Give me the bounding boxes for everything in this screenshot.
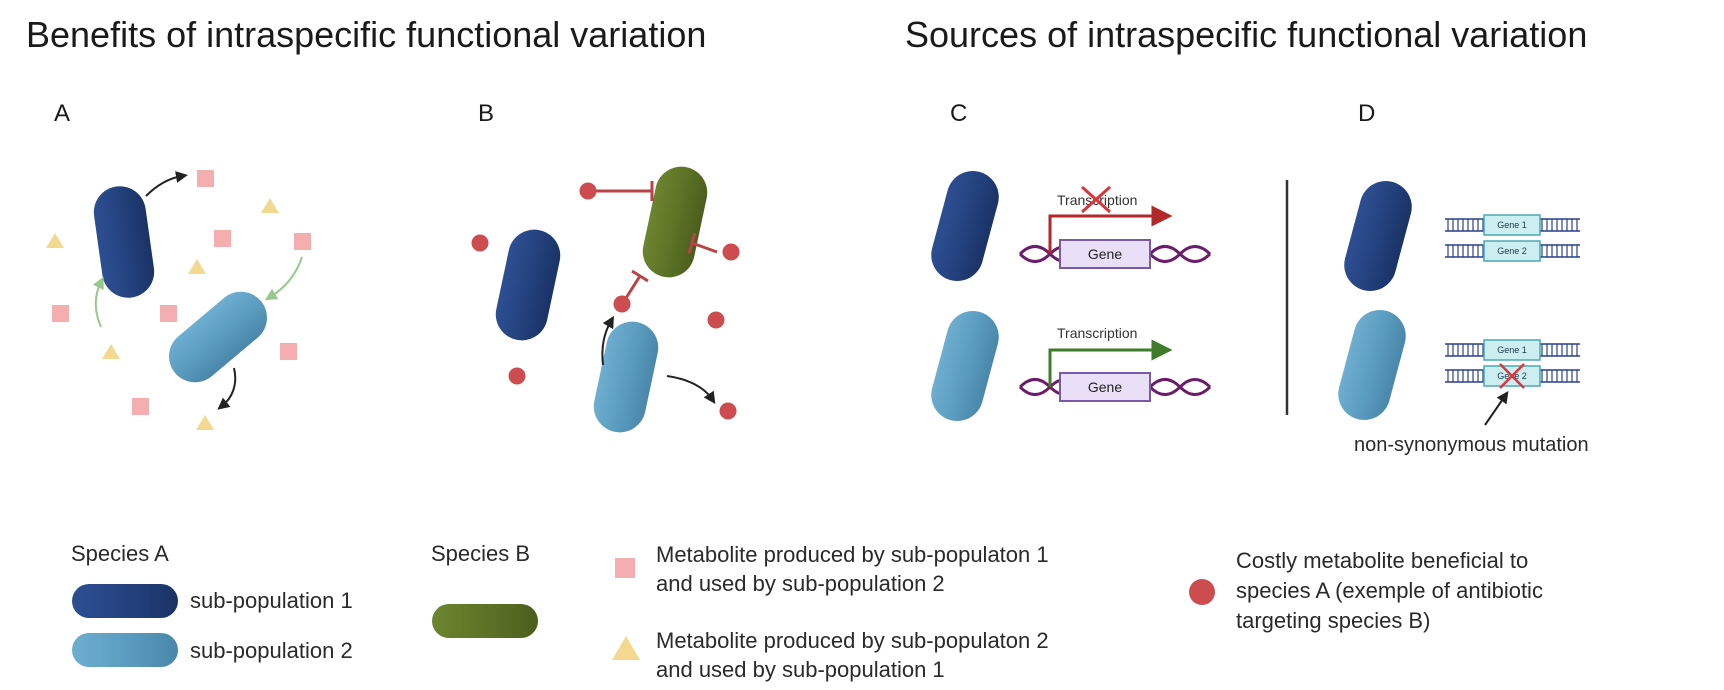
circle-metabolite bbox=[508, 367, 526, 385]
square-metabolite bbox=[214, 230, 231, 247]
panel-label-c: C bbox=[950, 100, 967, 127]
legend-metabolite2-line1: Metabolite produced by sub-populaton 2 bbox=[656, 628, 1049, 653]
legend-species-b-swatch bbox=[432, 604, 538, 638]
metabolite-squares bbox=[52, 170, 311, 415]
gene1-label: Gene 1 bbox=[1497, 345, 1527, 355]
legend-species-a: Species A bbox=[71, 541, 169, 566]
gene2-box bbox=[1483, 240, 1541, 262]
legend-triangle-icon bbox=[612, 636, 640, 660]
triangle-metabolite bbox=[102, 344, 120, 359]
square-metabolite bbox=[160, 305, 177, 322]
uptake-arrow bbox=[264, 256, 303, 301]
subpop2-cell bbox=[1338, 310, 1406, 420]
gene1-box bbox=[1483, 339, 1541, 361]
subpop1-cell bbox=[93, 186, 155, 298]
export-arrow bbox=[666, 375, 716, 404]
mutation-label: non-synonymous mutation bbox=[1354, 434, 1589, 456]
square-metabolite bbox=[280, 343, 297, 360]
circle-metabolite bbox=[471, 234, 489, 252]
cross-icon bbox=[1499, 363, 1525, 389]
circle-metabolite bbox=[722, 243, 740, 261]
sources-title: Sources of intraspecific functional vari… bbox=[905, 14, 1587, 55]
panel-label-b: B bbox=[478, 100, 494, 127]
transcription-arrow bbox=[1048, 339, 1173, 387]
panel-label-d: D bbox=[1358, 100, 1375, 127]
triangle-metabolite bbox=[188, 259, 206, 274]
subpop2-cell bbox=[169, 291, 267, 383]
legend-metabolite1-line1: Metabolite produced by sub-populaton 1 bbox=[656, 542, 1049, 567]
legend: Species A sub-population 1 sub-populatio… bbox=[71, 541, 1543, 682]
export-arrow bbox=[217, 367, 237, 410]
species-b-cell bbox=[642, 166, 708, 278]
legend-costly-line3: targeting species B) bbox=[1236, 608, 1430, 633]
circle-metabolite bbox=[579, 182, 597, 200]
transcription-label: Transcription bbox=[1057, 325, 1137, 341]
subpop2-cell bbox=[593, 321, 659, 433]
legend-costly-line2: species A (exemple of antibiotic bbox=[1236, 578, 1543, 603]
legend-subpop1-swatch bbox=[72, 584, 178, 618]
subpop1-cell bbox=[495, 229, 561, 341]
legend-circle-icon bbox=[1189, 579, 1215, 605]
legend-metabolite2-line2: and used by sub-population 1 bbox=[656, 657, 945, 682]
panel-c: Gene Transcription Gene Transcription bbox=[931, 171, 1212, 421]
export-arrow bbox=[145, 171, 188, 197]
legend-species-b: Species B bbox=[431, 541, 530, 566]
square-metabolite bbox=[294, 233, 311, 250]
subpop1-cell bbox=[931, 171, 999, 281]
panel-label-a: A bbox=[54, 100, 70, 127]
gene2-label: Gene 2 bbox=[1497, 246, 1527, 256]
legend-metabolite1-line2: and used by sub-population 2 bbox=[656, 571, 945, 596]
subpop2-cell bbox=[931, 311, 999, 421]
gene-box bbox=[1059, 372, 1151, 402]
uptake-arrow bbox=[92, 276, 104, 328]
gene1-label: Gene 1 bbox=[1497, 220, 1527, 230]
subpop1-cell bbox=[1344, 181, 1412, 291]
legend-subpop1-label: sub-population 1 bbox=[190, 588, 353, 613]
gene-label: Gene bbox=[1088, 246, 1122, 262]
triangle-metabolite bbox=[46, 233, 64, 248]
gene1-box bbox=[1483, 214, 1541, 236]
gene-label: Gene bbox=[1088, 379, 1122, 395]
gene-box bbox=[1059, 239, 1151, 269]
legend-square-icon bbox=[615, 558, 635, 578]
metabolite-triangles bbox=[46, 198, 279, 430]
triangle-metabolite bbox=[261, 198, 279, 213]
circle-metabolite bbox=[719, 402, 737, 420]
panel-a bbox=[46, 170, 311, 430]
triangle-metabolite bbox=[196, 415, 214, 430]
circle-metabolite bbox=[613, 295, 631, 313]
export-arrow bbox=[601, 315, 615, 366]
benefits-title: Benefits of intraspecific functional var… bbox=[26, 14, 706, 55]
legend-subpop2-label: sub-population 2 bbox=[190, 638, 353, 663]
square-metabolite bbox=[197, 170, 214, 187]
square-metabolite bbox=[132, 398, 149, 415]
transcription-arrow-blocked bbox=[1048, 205, 1173, 254]
panel-b bbox=[471, 166, 740, 433]
circle-metabolite bbox=[707, 311, 725, 329]
inhibition-lines bbox=[594, 181, 718, 299]
legend-subpop2-swatch bbox=[72, 633, 178, 667]
costly-metabolites bbox=[471, 182, 740, 420]
panel-d: Gene 1 Gene 2 Gene 1 Gene 2 non-synonymo… bbox=[1338, 181, 1589, 456]
cross-icon bbox=[1081, 185, 1111, 214]
mutation-arrow bbox=[1484, 391, 1509, 426]
legend-costly-line1: Costly metabolite beneficial to bbox=[1236, 548, 1528, 573]
square-metabolite bbox=[52, 305, 69, 322]
